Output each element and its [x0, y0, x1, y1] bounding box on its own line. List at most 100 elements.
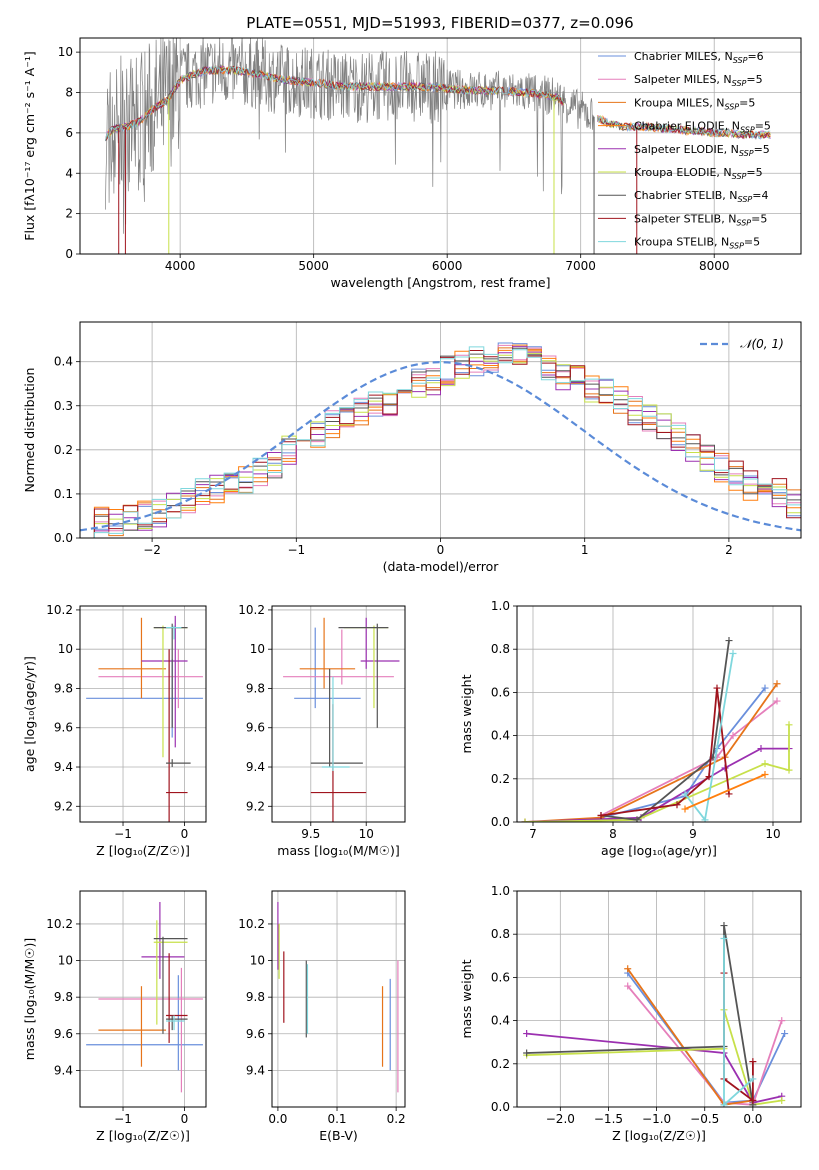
panel-mass_vs_Z: −1 0 9.4 9.6 9.8 10 10.2 Z [log₁₀(Z/Z☉)] mass [l…	[22, 890, 207, 1143]
y-tick-label: 10	[58, 954, 73, 968]
weight-marker	[749, 1058, 757, 1066]
legend-text: Kroupa MILES, N	[634, 96, 724, 109]
y-tick-label: 10.2	[46, 603, 73, 617]
legend-n: =5	[751, 212, 767, 225]
panel-spectrum: 4000 5000 6000 7000 8000 0 2 4 6 8 10 wavelength [A…	[22, 37, 802, 290]
weight-marker	[713, 684, 721, 692]
legend-sub: SSP	[736, 218, 751, 227]
x-axis-label: E(B-V)	[319, 1128, 358, 1143]
y-tick-label: 9.8	[54, 681, 73, 695]
legend-sub: SSP	[729, 242, 744, 251]
plot-content	[283, 617, 400, 822]
legend-sub: SSP	[724, 102, 739, 111]
legend-text: Chabrier STELIB, N	[634, 189, 738, 202]
x-tick-label: 0	[437, 543, 445, 557]
x-axis-label: Z [log₁₀(Z/Z☉)]	[612, 1128, 706, 1143]
legend: 𝒩(0, 1)	[700, 337, 784, 351]
x-tick-label: 0.2	[387, 1112, 406, 1126]
legend-entry: Chabrier STELIB, NSSP=4	[634, 189, 768, 204]
weight-marker	[705, 773, 713, 781]
legend-entry: Kroupa STELIB, NSSP=5	[634, 236, 760, 251]
legend-sub: SSP	[738, 195, 753, 204]
x-tick-label: −2	[143, 543, 161, 557]
x-tick-label: 2	[725, 543, 733, 557]
y-tick-label: 0.4	[491, 729, 510, 743]
weight-marker	[624, 965, 632, 973]
y-tick-label: 10	[250, 642, 265, 656]
plot-content	[86, 615, 203, 822]
panel-mass_vs_ebv: 0.0 0.1 0.2 9.4 9.6 9.8 10 10.2 E(B-V)	[238, 890, 406, 1143]
weight-marker	[778, 1017, 786, 1025]
y-tick-label: 0.2	[54, 443, 73, 457]
figure-title: PLATE=0551, MJD=51993, FIBERID=0377, z=0…	[246, 14, 633, 32]
axes-frame	[516, 605, 802, 823]
weight-marker	[761, 770, 769, 778]
axes-frame	[516, 890, 802, 1108]
y-axis-label: mass [log₁₀(M/M☉)]	[22, 938, 37, 1060]
legend-sub: SSP	[739, 149, 754, 158]
x-tick-label: 6000	[432, 259, 463, 273]
panel-age_vs_Z: −1 0 9.2 9.4 9.6 9.8 10 10.2 Z [log₁₀(Z/Z☉)] age …	[22, 603, 207, 858]
histogram-krou_stelib	[80, 346, 801, 538]
x-tick-label: 0.0	[743, 1112, 762, 1126]
weight-marker	[761, 760, 769, 768]
y-tick-label: 0.0	[54, 531, 73, 545]
axes-frame	[79, 321, 802, 539]
panel-weight_vs_Z: −2.0 −1.5 −1.0 −0.5 0.0 0.0 0.2 0.4 0.6 0.8 1.0 Z […	[459, 884, 802, 1143]
y-tick-label: 0.0	[491, 815, 510, 829]
y-tick-label: 9.4	[54, 1063, 73, 1077]
axes-frame	[271, 605, 406, 823]
y-tick-label: 0.8	[491, 927, 510, 941]
weight-marker	[523, 1030, 531, 1038]
weight-line-chab_stelib	[600, 640, 730, 821]
weight-marker	[761, 684, 769, 692]
y-tick-label: 2	[65, 207, 73, 221]
panel-weight_vs_age: 7 8 9 10 0.0 0.2 0.4 0.6 0.8 1.0 age [log₁₀(age/yr…	[459, 599, 802, 858]
weight-line-krou_elodie	[526, 1009, 782, 1106]
legend-n: =4	[752, 189, 768, 202]
y-tick-label: 9.6	[54, 721, 73, 735]
axes-frame	[79, 605, 207, 823]
weight-marker	[773, 697, 781, 705]
legend-entry: Salpeter MILES, NSSP=5	[634, 73, 763, 88]
y-tick-label: 9.8	[54, 990, 73, 1004]
y-tick-label: 9.4	[54, 760, 73, 774]
legend-text: Salpeter STELIB, N	[634, 212, 736, 225]
axes-frame	[79, 37, 802, 255]
weight-marker	[729, 650, 737, 658]
y-tick-label: 9.6	[54, 1027, 73, 1041]
x-tick-label: 7	[529, 827, 537, 841]
normal-curve	[80, 360, 801, 532]
y-tick-label: 9.6	[246, 721, 265, 735]
grid	[80, 606, 206, 822]
legend-n: =5	[744, 236, 760, 249]
legend-sub: SSP	[733, 56, 748, 65]
legend-text: Chabrier MILES, N	[634, 50, 733, 63]
x-axis-label: age [log₁₀(age/yr)]	[601, 843, 717, 858]
x-tick-label: −1	[114, 827, 132, 841]
legend: Chabrier MILES, NSSP=6 Salpeter MILES, NS…	[598, 50, 771, 251]
legend-entry: Salpeter STELIB, NSSP=5	[634, 212, 767, 227]
weight-marker	[785, 766, 793, 774]
x-tick-label: 0.0	[268, 1112, 287, 1126]
plot-content	[277, 901, 399, 1093]
y-tick-label: 10.2	[238, 603, 265, 617]
x-tick-label: 10	[765, 827, 780, 841]
legend-entry: Chabrier ELODIE, NSSP=5	[634, 120, 771, 135]
y-tick-label: 0.4	[491, 1014, 510, 1028]
legend-text: Salpeter ELODIE, N	[634, 143, 739, 156]
y-axis-label: mass weight	[459, 959, 474, 1038]
x-axis-label: Z [log₁₀(Z/Z☉)]	[96, 843, 190, 858]
legend-entry: Kroupa MILES, NSSP=5	[634, 96, 755, 111]
weight-marker	[773, 680, 781, 688]
x-tick-label: 0	[181, 827, 189, 841]
legend-text: Kroupa STELIB, N	[634, 236, 729, 249]
legend-entry: Kroupa ELODIE, NSSP=5	[634, 166, 763, 181]
x-tick-label: 0.1	[327, 1112, 346, 1126]
legend-entry: Chabrier MILES, NSSP=6	[634, 50, 764, 65]
weight-line-krou_miles	[524, 683, 778, 822]
grid	[272, 606, 405, 822]
weight-marker	[785, 721, 793, 729]
grid	[517, 890, 801, 1108]
